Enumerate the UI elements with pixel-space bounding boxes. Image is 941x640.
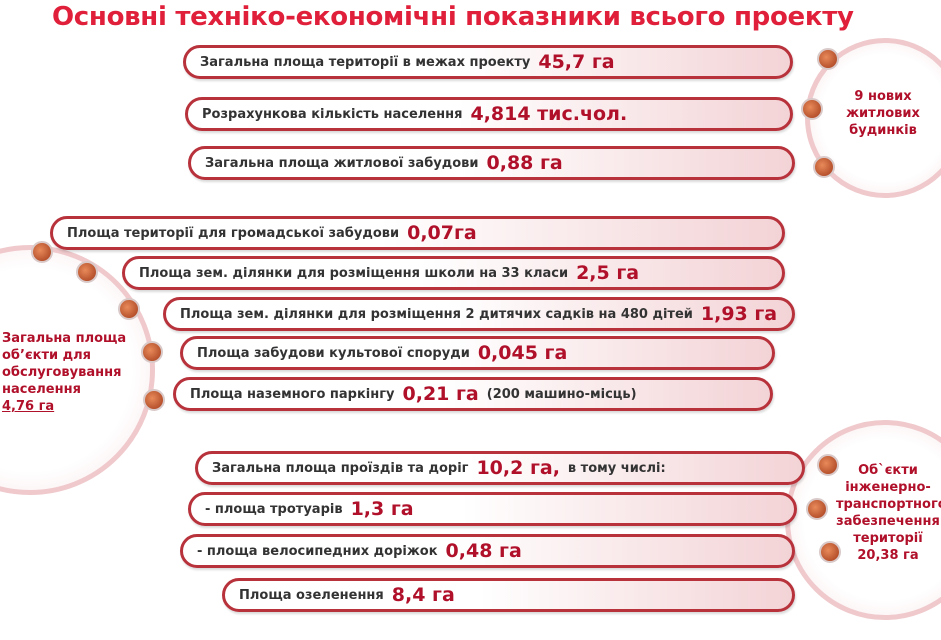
bullet xyxy=(817,454,839,476)
indicator-value: 0,07га xyxy=(407,222,477,244)
bullet xyxy=(31,241,53,263)
circle-line: 20,38 га xyxy=(857,548,919,563)
indicator-label: Площа забудови культової споруди xyxy=(197,345,470,361)
bullet xyxy=(118,298,140,320)
circle-line: забезпечення xyxy=(836,514,940,529)
slide-title: Основні техніко-економічні показники всь… xyxy=(52,2,854,32)
circle-line: транспортного xyxy=(836,497,941,512)
circle-line: житлових xyxy=(846,106,920,121)
circle-line: об’єкти для xyxy=(2,348,92,363)
indicator: Загальна площа житлової забудови 0,88 га xyxy=(188,146,795,180)
indicator-label: Площа зем. ділянки для розміщення школи … xyxy=(139,265,569,281)
indicator-value: 1,93 га xyxy=(700,303,778,325)
indicator-label: Розрахункова кількість населення xyxy=(202,106,463,122)
indicator: Площа зем. ділянки для розміщення 2 дитя… xyxy=(163,297,795,331)
indicator: Загальна площа проїздів та доріг 10,2 га,… xyxy=(195,451,805,485)
bullet xyxy=(819,541,841,563)
indicator-label: Площа території для громадської забудови xyxy=(67,225,400,241)
bullet xyxy=(813,156,835,178)
indicator-note: в тому числі: xyxy=(567,460,666,476)
indicator: Площа наземного паркінгу 0,21 га (200 маши… xyxy=(173,377,773,411)
circle-line: обслуговування xyxy=(2,365,122,380)
bullet xyxy=(76,261,98,283)
indicator-value: 0,48 га xyxy=(445,540,522,562)
circle-line: інженерно- xyxy=(845,480,931,495)
indicator-value: 45,7 га xyxy=(538,51,615,73)
indicator-label: Загальна площа проїздів та доріг xyxy=(212,460,469,476)
indicator: - площа велосипедних доріжок 0,48 га xyxy=(180,534,795,568)
indicator-value: 10,2 га, xyxy=(476,457,560,479)
circle-text: Загальна площа об’єкти для обслуговування н… xyxy=(2,330,132,415)
bullet xyxy=(143,389,165,411)
indicator-label: - площа тротуарів xyxy=(205,501,343,517)
indicator-value: 2,5 га xyxy=(576,262,640,284)
indicator-label: Площа наземного паркінгу xyxy=(190,386,395,402)
circle-line: території xyxy=(853,531,923,546)
circle-line: Загальна площа xyxy=(2,331,127,346)
indicator: Площа забудови культової споруди 0,045 га xyxy=(180,336,775,370)
bullet xyxy=(801,98,823,120)
bullet xyxy=(141,341,163,363)
indicator-value: 8,4 га xyxy=(391,584,455,606)
indicator-value: 0,21 га xyxy=(402,383,479,405)
indicator-value: 0,88 га xyxy=(486,152,563,174)
indicator-label: - площа велосипедних доріжок xyxy=(197,543,438,559)
indicator-note: (200 машино-місць) xyxy=(486,386,637,402)
indicator: Площа зем. ділянки для розміщення школи … xyxy=(122,256,785,290)
indicator-label: Площа озеленення xyxy=(239,587,384,603)
bullet xyxy=(817,48,839,70)
indicator-value: 4,814 тис.чол. xyxy=(470,103,628,125)
bullet xyxy=(806,498,828,520)
circle-line: 9 нових xyxy=(854,89,912,104)
indicator-value: 1,3 га xyxy=(350,498,414,520)
indicator: Загальна площа території в межах проекту… xyxy=(183,45,793,79)
indicator-label: Загальна площа території в межах проекту xyxy=(200,54,531,70)
circle-line: населення xyxy=(2,382,81,397)
indicator-value: 0,045 га xyxy=(477,342,568,364)
circle-line: будинків xyxy=(849,123,917,138)
circle-line: 4,76 га xyxy=(2,399,55,414)
indicator: Площа території для громадської забудови… xyxy=(50,216,785,250)
circle-text: Об`єкти інженерно-транспортного забезпечен… xyxy=(836,462,941,564)
indicator: - площа тротуарів 1,3 га xyxy=(188,492,797,526)
indicator: Площа озеленення 8,4 га xyxy=(222,578,795,612)
circle-line: Об`єкти xyxy=(858,463,918,478)
indicator-label: Площа зем. ділянки для розміщення 2 дитя… xyxy=(180,306,693,322)
circle-text: 9 нових житлових будинків xyxy=(838,88,928,139)
group-circle xyxy=(785,420,941,620)
indicator: Розрахункова кількість населення 4,814 ти… xyxy=(185,97,793,131)
indicator-label: Загальна площа житлової забудови xyxy=(205,155,479,171)
